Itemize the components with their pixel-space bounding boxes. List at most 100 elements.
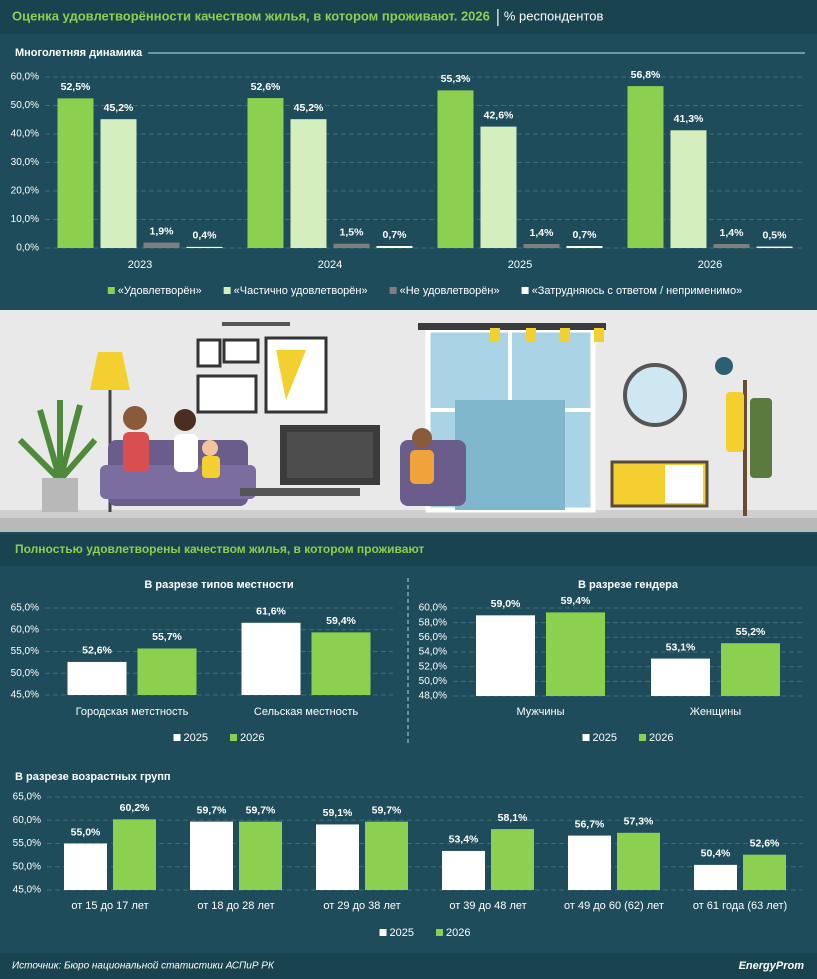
y-tick-label: 58,0% <box>419 617 447 628</box>
picture <box>196 338 222 368</box>
x-tick-label: 2023 <box>128 259 152 271</box>
bar <box>316 824 359 890</box>
y-tick-label: 56,0% <box>419 632 447 643</box>
value-label: 1,9% <box>150 225 175 237</box>
value-label: 59,1% <box>323 807 353 819</box>
y-tick-label: 52,0% <box>419 661 447 672</box>
person <box>174 434 198 472</box>
value-label: 59,7% <box>197 804 227 816</box>
x-tick-label: от 39 до 48 лет <box>449 900 526 912</box>
brand: EnergyProm <box>739 960 805 972</box>
legend-label: 2026 <box>649 732 673 744</box>
value-label: 52,6% <box>251 81 281 93</box>
value-label: 41,3% <box>674 113 704 125</box>
x-tick-label: от 29 до 38 лет <box>323 900 400 912</box>
legend: 2025 2026 <box>379 927 470 939</box>
bar <box>713 244 750 248</box>
person <box>123 432 149 472</box>
legend-swatch <box>639 734 646 741</box>
y-tick-label: 60,0% <box>419 603 447 614</box>
bar <box>651 658 710 696</box>
legend-swatch <box>107 287 115 294</box>
value-label: 59,0% <box>491 598 521 610</box>
value-label: 52,5% <box>61 81 91 93</box>
table <box>240 488 360 496</box>
coat <box>750 398 772 478</box>
chart-title: В разрезе возрастных групп <box>15 771 171 783</box>
picture-art <box>276 350 306 400</box>
value-label: 55,2% <box>736 626 766 638</box>
header-band <box>0 0 817 34</box>
person <box>410 450 434 484</box>
y-tick-label: 45,0% <box>13 885 41 896</box>
value-label: 1,5% <box>340 227 365 239</box>
value-label: 60,2% <box>120 802 150 814</box>
chart-title: В разрезе типов местности <box>144 579 293 591</box>
value-label: 1,4% <box>720 227 745 239</box>
value-label: 50,4% <box>701 848 731 860</box>
y-tick-label: 50,0% <box>419 676 447 687</box>
bar <box>523 244 560 248</box>
value-label: 58,1% <box>498 812 528 824</box>
section-title: Полностью удовлетворены качеством жилья,… <box>15 542 424 556</box>
legend: 2025 2026 <box>173 732 264 744</box>
value-label: 59,4% <box>561 595 591 607</box>
page-unit: % респондентов <box>504 8 604 23</box>
bar <box>241 622 301 695</box>
bar <box>64 843 107 890</box>
legend-label: «Не удовлетворён» <box>400 285 500 297</box>
value-label: 52,6% <box>82 645 112 657</box>
y-tick-label: 20,0% <box>11 186 39 197</box>
chart-title: В разрезе гендера <box>578 579 679 591</box>
x-tick-label: Мужчины <box>516 706 564 718</box>
bar <box>290 119 327 249</box>
page-title: Оценка удовлетворённости качеством жилья… <box>12 8 490 23</box>
bar <box>546 612 605 696</box>
x-tick-label: от 18 до 28 лет <box>197 900 274 912</box>
plant-pot <box>42 478 78 512</box>
cabinet-door <box>665 465 703 503</box>
legend-label: «Частично удовлетворён» <box>234 285 368 297</box>
bar <box>311 632 371 695</box>
value-label: 1,4% <box>530 227 555 239</box>
legend-swatch <box>173 734 181 741</box>
bar <box>743 854 786 890</box>
bar <box>627 86 664 249</box>
y-tick-label: 0,0% <box>16 243 39 254</box>
bar <box>756 246 793 248</box>
value-label: 53,1% <box>666 641 696 653</box>
y-tick-label: 55,0% <box>13 838 41 849</box>
bar <box>721 643 780 696</box>
value-label: 55,7% <box>152 631 182 643</box>
legend-label: 2026 <box>446 927 470 939</box>
value-label: 0,7% <box>573 229 598 241</box>
bar <box>491 829 534 890</box>
baseboard <box>0 510 817 518</box>
value-label: 56,7% <box>575 818 605 830</box>
bar <box>186 246 223 248</box>
person <box>412 428 432 448</box>
legend-swatch <box>436 929 443 936</box>
x-tick-label: от 49 до 60 (62) лет <box>564 900 664 912</box>
child <box>202 456 220 478</box>
legend-swatch <box>582 734 590 741</box>
value-label: 57,3% <box>624 816 654 828</box>
y-tick-label: 60,0% <box>11 624 39 635</box>
y-tick-label: 65,0% <box>11 603 39 614</box>
bar <box>247 98 284 248</box>
value-label: 45,2% <box>294 102 324 114</box>
legend: «Удовлетворён» «Частично удовлетворён» «Не… <box>107 285 742 297</box>
value-label: 59,7% <box>246 804 276 816</box>
value-label: 55,0% <box>71 826 101 838</box>
picture <box>196 374 258 414</box>
x-tick-label: от 61 года (63 лет) <box>693 900 787 912</box>
y-tick-label: 48,0% <box>419 691 447 702</box>
bar <box>480 126 517 248</box>
y-tick-label: 50,0% <box>13 861 41 872</box>
value-label: 45,2% <box>104 102 134 114</box>
y-tick-label: 55,0% <box>11 646 39 657</box>
bar <box>190 821 233 890</box>
value-label: 53,4% <box>449 834 479 846</box>
